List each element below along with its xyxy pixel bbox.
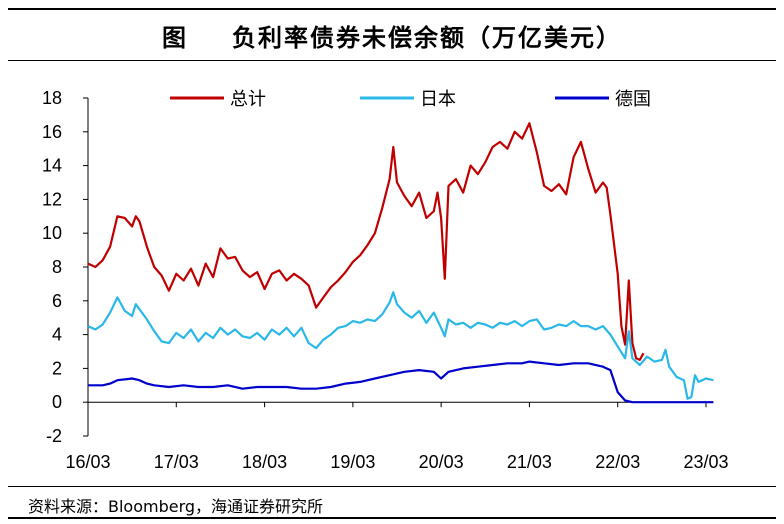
y-tick-label: 8 [52, 257, 62, 277]
x-tick-label: 16/03 [65, 452, 110, 472]
series-line-0 [87, 122, 645, 361]
source-bar: 资料来源：Bloomberg，海通证券研究所 [8, 486, 776, 519]
figure-label: 图 [162, 22, 188, 52]
y-tick-label: 12 [42, 189, 62, 209]
series-line-1 [87, 291, 714, 400]
x-tick-label: 22/03 [595, 452, 640, 472]
series-line-2 [88, 360, 714, 404]
y-tick-label: 18 [42, 88, 62, 108]
y-tick-label: 0 [52, 392, 62, 412]
chart-title: 负利率债券未偿余额（万亿美元） [232, 22, 622, 52]
y-tick-label: 10 [42, 223, 62, 243]
y-tick-label: -2 [46, 426, 62, 446]
y-tick-label: 16 [42, 122, 62, 142]
legend-label-2: 德国 [615, 89, 651, 109]
source-note: 资料来源：Bloomberg，海通证券研究所 [28, 497, 324, 516]
x-tick-label: 20/03 [419, 452, 464, 472]
y-tick-label: 14 [42, 156, 62, 176]
x-tick-label: 19/03 [330, 452, 375, 472]
y-tick-label: 6 [52, 291, 62, 311]
title-bar: 图 负利率债券未偿余额（万亿美元） [8, 8, 776, 61]
chart: -2 0 2 4 6 8 10 12 14 16 18 16/03 17/03 18/03 19/03 20/… [42, 88, 729, 472]
y-tick-label: 2 [52, 358, 62, 378]
y-tick-label: 4 [52, 325, 62, 345]
legend-label-0: 总计 [230, 89, 266, 109]
x-tick-label: 23/03 [683, 452, 728, 472]
legend-label-1: 日本 [420, 89, 456, 109]
x-tick-label: 21/03 [507, 452, 552, 472]
x-tick-label: 17/03 [154, 452, 199, 472]
x-tick-label: 18/03 [242, 452, 287, 472]
